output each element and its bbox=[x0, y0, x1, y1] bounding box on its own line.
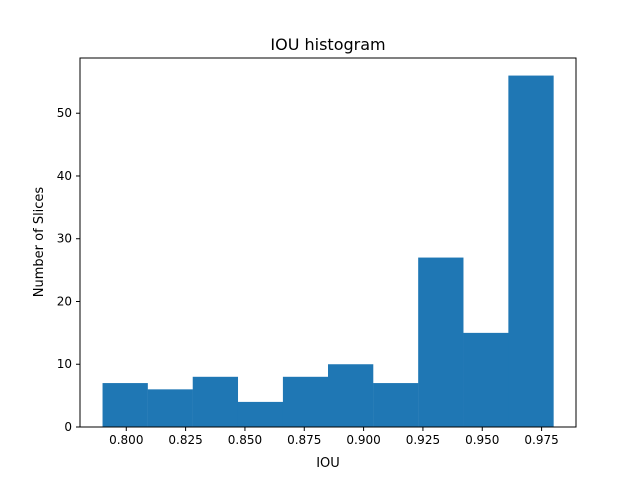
y-tick-label: 10 bbox=[57, 357, 72, 371]
histogram-bar bbox=[237, 401, 284, 427]
x-axis-label: IOU bbox=[316, 456, 340, 471]
bars-layer bbox=[102, 75, 554, 428]
histogram-bar bbox=[418, 257, 464, 427]
x-tick-label: 0.825 bbox=[168, 433, 202, 447]
x-ticks-layer: 0.800 0.825 0.850 0.875 0.900 0.925 0.950 0.975 bbox=[109, 427, 559, 447]
histogram-bar bbox=[147, 389, 193, 427]
histogram-bar bbox=[373, 383, 419, 427]
histogram-bar bbox=[328, 364, 374, 427]
chart-title: IOU histogram bbox=[270, 35, 385, 54]
x-tick-label: 0.975 bbox=[524, 433, 558, 447]
x-tick-label: 0.850 bbox=[228, 433, 262, 447]
histogram-bar bbox=[102, 383, 148, 427]
histogram-bar bbox=[508, 75, 554, 428]
histogram-bar bbox=[192, 376, 239, 427]
histogram-bar bbox=[282, 376, 329, 427]
y-tick-label: 0 bbox=[64, 420, 72, 434]
plot-frame bbox=[79, 57, 577, 428]
y-tick-label: 50 bbox=[57, 106, 72, 120]
x-tick-label: 0.800 bbox=[109, 433, 143, 447]
y-tick-label: 30 bbox=[57, 232, 72, 246]
x-tick-label: 0.875 bbox=[287, 433, 321, 447]
x-tick-label: 0.950 bbox=[465, 433, 499, 447]
y-tick-label: 40 bbox=[57, 169, 72, 183]
y-tick-label: 20 bbox=[57, 294, 72, 308]
x-tick-label: 0.925 bbox=[406, 433, 440, 447]
histogram-bar bbox=[463, 332, 509, 427]
x-tick-label: 0.900 bbox=[346, 433, 380, 447]
y-ticks-layer: 0 10 20 30 40 50 bbox=[57, 106, 80, 434]
y-axis-label: Number of Slices bbox=[32, 187, 47, 298]
